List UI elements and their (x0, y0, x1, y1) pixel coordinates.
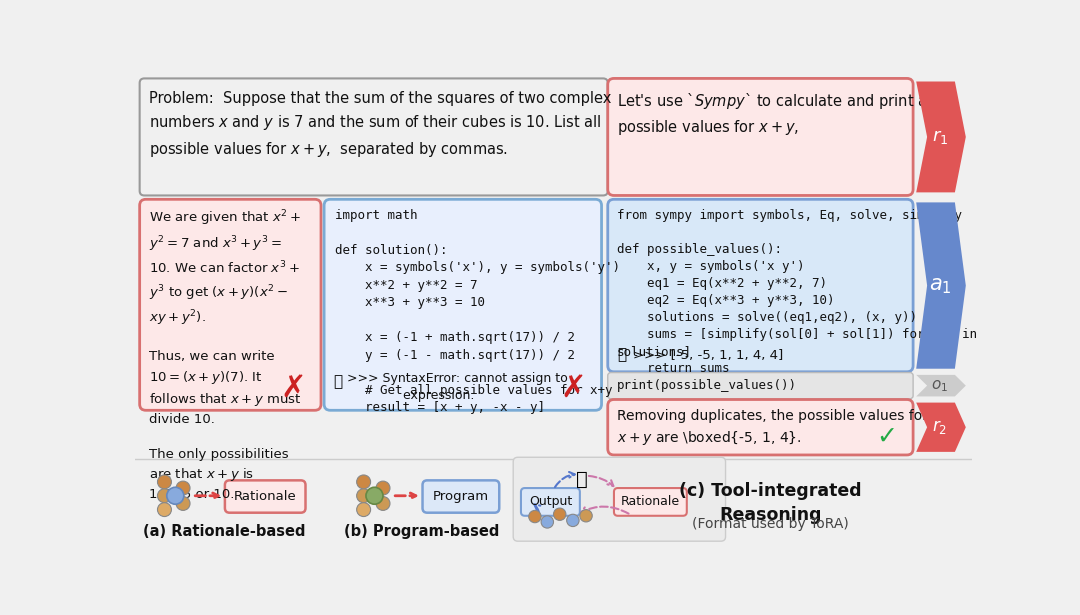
Polygon shape (916, 202, 966, 369)
Circle shape (541, 516, 554, 528)
Text: (b) Program-based: (b) Program-based (345, 525, 499, 539)
FancyBboxPatch shape (225, 480, 306, 513)
Circle shape (376, 481, 390, 495)
Text: $a_1$: $a_1$ (929, 276, 951, 296)
Polygon shape (916, 403, 966, 452)
Text: 🐍: 🐍 (576, 470, 588, 490)
Circle shape (158, 489, 172, 502)
Text: $r_2$: $r_2$ (932, 418, 947, 436)
Text: (a) Rationale-based: (a) Rationale-based (143, 525, 306, 539)
Text: (c) Tool-integrated
Reasoning: (c) Tool-integrated Reasoning (679, 482, 862, 523)
Circle shape (356, 489, 370, 502)
FancyBboxPatch shape (135, 459, 972, 539)
Polygon shape (916, 82, 966, 192)
Text: >>> [-5, -5, 1, 1, 4, 4]: >>> [-5, -5, 1, 1, 4, 4] (633, 349, 783, 362)
Text: ✗: ✗ (280, 373, 306, 403)
Polygon shape (916, 375, 966, 397)
Text: Problem:  Suppose that the sum of the squares of two complex
numbers $x$ and $y$: Problem: Suppose that the sum of the squ… (149, 91, 611, 159)
Text: Removing duplicates, the possible values for
$x + y$ are \boxed{-5, 1, 4}.: Removing duplicates, the possible values… (617, 409, 928, 447)
Circle shape (158, 475, 172, 489)
FancyBboxPatch shape (608, 400, 913, 455)
Text: (Format used by ToRA): (Format used by ToRA) (692, 517, 849, 531)
Text: 🐍: 🐍 (334, 374, 342, 389)
Text: ✗: ✗ (561, 373, 586, 403)
Text: import math

def solution():
    x = symbols('x'), y = symbols('y')
    x**2 + y: import math def solution(): x = symbols(… (335, 208, 620, 414)
Text: $r_1$: $r_1$ (932, 128, 948, 146)
Circle shape (529, 510, 541, 523)
Circle shape (580, 510, 592, 522)
Text: >>> SyntaxError: cannot assign to
              expression.: >>> SyntaxError: cannot assign to expres… (348, 372, 568, 402)
FancyBboxPatch shape (139, 79, 608, 196)
Text: Rationale: Rationale (621, 496, 680, 509)
Text: Output: Output (529, 496, 572, 509)
FancyBboxPatch shape (521, 488, 580, 516)
Text: We are given that $x^2 +$
$y^2 = 7$ and $x^3 + y^3 =$
10. We can factor $x^3 +$
: We are given that $x^2 +$ $y^2 = 7$ and … (149, 208, 301, 501)
Circle shape (376, 496, 390, 510)
Circle shape (176, 496, 190, 510)
Text: Program: Program (432, 490, 488, 503)
Circle shape (158, 502, 172, 517)
FancyBboxPatch shape (139, 199, 321, 410)
Text: from sympy import symbols, Eq, solve, simplify

def possible_values():
    x, y : from sympy import symbols, Eq, solve, si… (617, 208, 977, 392)
FancyBboxPatch shape (613, 488, 687, 516)
Circle shape (567, 514, 579, 526)
Circle shape (554, 508, 566, 520)
FancyBboxPatch shape (422, 480, 499, 513)
FancyBboxPatch shape (324, 199, 602, 410)
Text: Rationale: Rationale (234, 490, 297, 503)
FancyBboxPatch shape (608, 373, 913, 399)
Circle shape (176, 481, 190, 495)
Text: 🐍: 🐍 (617, 347, 626, 362)
Circle shape (166, 487, 184, 504)
FancyBboxPatch shape (608, 199, 913, 372)
FancyBboxPatch shape (608, 79, 913, 196)
Circle shape (356, 502, 370, 517)
Text: $o_1$: $o_1$ (931, 378, 948, 394)
Text: ✓: ✓ (877, 425, 897, 449)
Text: Let's use `$Sympy$` to calculate and print all
possible values for $x + y$,: Let's use `$Sympy$` to calculate and pri… (617, 91, 935, 137)
Circle shape (356, 475, 370, 489)
Circle shape (366, 487, 383, 504)
FancyBboxPatch shape (513, 458, 726, 541)
